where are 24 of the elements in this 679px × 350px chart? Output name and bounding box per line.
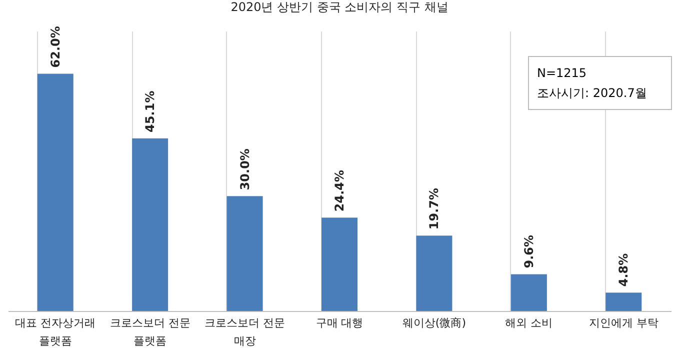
data-label: 4.8% bbox=[616, 253, 631, 287]
x-tick-label: 대표 전자상거래 플랫폼 bbox=[15, 316, 96, 348]
data-label: 19.7% bbox=[427, 188, 442, 230]
bar bbox=[37, 74, 74, 311]
bar bbox=[322, 218, 358, 311]
data-label: 30.0% bbox=[238, 148, 252, 190]
data-label: 62.0% bbox=[48, 26, 62, 68]
annotation: 조사시기: 2020.7월 bbox=[537, 85, 648, 102]
x-tick-label: 지인에게 부탁 bbox=[588, 316, 658, 330]
data-label: 45.1% bbox=[143, 90, 158, 132]
bar bbox=[132, 138, 168, 311]
bar bbox=[416, 236, 452, 311]
data-label: 24.4% bbox=[332, 170, 346, 212]
x-tick-label: 해외 소비 bbox=[505, 316, 553, 330]
x-tick-label: 크로스보더 전문 매장 bbox=[204, 316, 286, 348]
x-tick-label: 웨이상(微商) bbox=[402, 316, 466, 330]
chart-title: 2020년 상반기 중국 소비자의 직구 채널 bbox=[230, 0, 448, 14]
bar bbox=[226, 196, 263, 311]
bar bbox=[510, 274, 547, 311]
x-tick-label: 크로스보더 전문 플랫폼 bbox=[110, 316, 190, 348]
data-label: 9.6% bbox=[522, 234, 536, 268]
annotation: N=1215 bbox=[537, 65, 588, 82]
bar bbox=[606, 292, 642, 311]
x-tick-label: 구매 대행 bbox=[316, 316, 364, 330]
